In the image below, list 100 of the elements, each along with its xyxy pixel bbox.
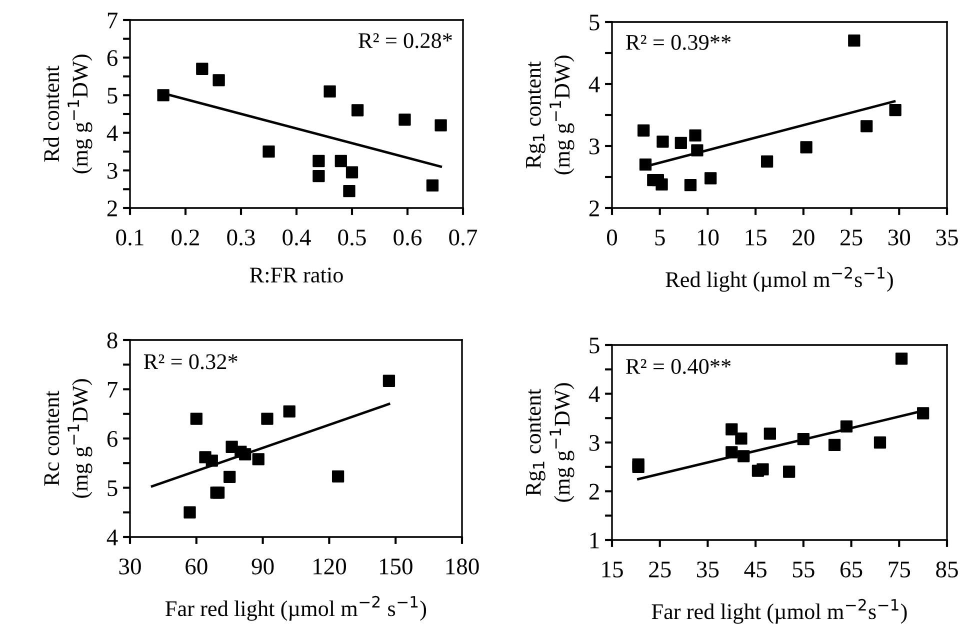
point <box>895 352 908 365</box>
y-tick-label: 5 <box>590 338 600 354</box>
x-tick-label: 65 <box>840 562 862 578</box>
point <box>639 158 652 171</box>
point <box>190 412 202 425</box>
x-tick-label: 60 <box>186 558 208 574</box>
x-tick-label: 0.2 <box>172 230 199 246</box>
point <box>684 178 697 192</box>
point <box>638 124 650 137</box>
x-tick-label: 85 <box>936 562 958 578</box>
point <box>848 34 860 47</box>
point <box>283 405 296 418</box>
x-tick-label: 35 <box>697 562 719 578</box>
annotation: R² = 0.40** <box>626 358 731 374</box>
x-tick-label: 15 <box>602 562 623 578</box>
point <box>632 458 644 471</box>
point <box>828 438 841 452</box>
point <box>157 89 170 102</box>
point <box>184 506 196 518</box>
point <box>261 412 274 425</box>
y-axis-title: Rg$_{1}$ content (mg g$^{−1}$DW) <box>526 56 574 174</box>
y-tick-label: 3 <box>590 435 600 451</box>
point <box>332 470 344 482</box>
point <box>735 432 748 445</box>
point <box>797 433 810 446</box>
y-tick-label: 3 <box>108 162 118 179</box>
point <box>343 185 356 198</box>
x-tick-label: 55 <box>792 562 814 578</box>
x-axis-title: Far red light (µmol m$^{−2}$ s$^{−1}$) <box>166 596 426 621</box>
y-tick-label: 8 <box>107 332 118 348</box>
x-tick-label: 90 <box>252 558 274 574</box>
point <box>738 450 750 462</box>
x-tick-label: 0.6 <box>394 230 422 246</box>
point <box>196 62 208 75</box>
point <box>760 155 774 168</box>
point <box>889 104 902 116</box>
x-tick-label: 30 <box>888 230 910 246</box>
point <box>916 407 930 420</box>
x-tick-label: 0.5 <box>338 230 366 246</box>
y-tick-label: 7 <box>108 12 118 28</box>
x-axis-title: R:FR ratio <box>250 268 343 283</box>
point <box>324 85 336 98</box>
x-tick-label: 15 <box>746 230 766 246</box>
x-tick-label: 30 <box>119 558 141 574</box>
point <box>764 428 776 440</box>
x-tick-label: 5 <box>655 230 665 246</box>
point <box>382 374 396 387</box>
y-tick-label: 2 <box>589 200 599 216</box>
x-tick-label: 120 <box>314 558 346 574</box>
y-axis-title: Rd content (mg g$^{−1}$DW) <box>43 54 92 174</box>
y-tick-label: 5 <box>108 88 118 104</box>
x-tick-label: 0 <box>606 230 618 246</box>
point <box>312 170 325 182</box>
point <box>212 486 225 499</box>
point <box>252 453 264 466</box>
x-tick-label: 0.7 <box>449 230 478 246</box>
point <box>674 136 687 149</box>
point <box>756 463 769 476</box>
point <box>351 104 364 116</box>
point <box>426 179 439 192</box>
y-tick-label: 1 <box>590 532 599 548</box>
x-tick-label: 75 <box>888 562 910 578</box>
point <box>840 420 853 432</box>
y-tick-label: 3 <box>590 138 600 154</box>
x-tick-label: 0.1 <box>116 230 144 246</box>
x-tick-label: 180 <box>446 558 479 574</box>
point <box>262 146 275 158</box>
point <box>346 166 358 178</box>
point <box>800 141 812 154</box>
y-tick-label: 2 <box>589 484 599 500</box>
point <box>656 136 669 148</box>
point <box>224 470 236 483</box>
point <box>312 154 325 168</box>
point <box>239 448 252 460</box>
y-tick-label: 5 <box>590 14 600 30</box>
y-tick-label: 5 <box>108 480 118 496</box>
point <box>691 144 704 156</box>
point <box>704 172 717 184</box>
y-tick-label: 2 <box>107 200 117 216</box>
y-axis-title: Rg$_{1}$ content (mg g$^{−1}$DW) <box>526 383 574 502</box>
point <box>782 466 796 478</box>
y-tick-label: 4 <box>106 125 118 141</box>
point <box>398 114 411 126</box>
point <box>726 446 738 458</box>
x-tick-label: 150 <box>380 558 412 574</box>
point <box>656 178 668 191</box>
annotation: R² = 0.28* <box>358 33 452 48</box>
point <box>726 423 738 436</box>
y-tick-label: 6 <box>107 431 118 447</box>
x-tick-label: 20 <box>792 230 814 246</box>
point <box>206 454 218 467</box>
x-tick-label: 25 <box>649 562 671 578</box>
y-tick-label: 4 <box>588 386 600 402</box>
y-tick-label: 4 <box>588 76 600 92</box>
point <box>434 119 447 132</box>
x-tick-label: 0.4 <box>282 230 311 246</box>
point <box>689 129 702 142</box>
point <box>860 120 873 132</box>
y-tick-label: 7 <box>108 382 118 398</box>
x-tick-label: 25 <box>840 230 862 246</box>
